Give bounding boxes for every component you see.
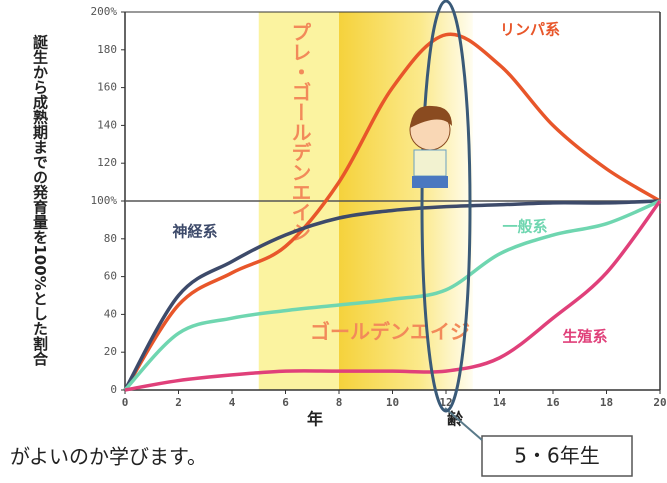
x-tick-label: 20 [653,396,666,409]
x-tick-label: 4 [229,396,236,409]
badge-box [481,435,633,477]
x-tick-label: 8 [336,396,343,409]
band-label: プレ・ゴールデンエイジ [288,22,312,242]
series-line [123,199,661,392]
y-tick-label: 100% [91,194,118,207]
x-axis-label: 年齢 [307,410,587,429]
x-tick-label: 6 [282,396,289,409]
series-label: 生殖系 [562,328,607,346]
y-tick-label: 180 [97,43,117,56]
y-tick-label: 120 [97,156,117,169]
x-tick-label: 0 [122,396,129,409]
series-line [123,32,661,391]
y-tick-label: 200% [91,5,118,18]
child-legs [412,176,448,188]
series-label: リンパ系 [500,21,560,39]
y-tick-label: 40 [104,307,117,320]
y-tick-label: 20 [104,345,117,358]
y-tick-label: 0 [110,383,117,396]
x-tick-label: 2 [175,396,182,409]
y-axis-label: 誕生から成熟期までの発育量を100%とした割合 [31,34,49,367]
x-tick-label: 16 [546,396,560,409]
y-tick-label: 160 [97,81,117,94]
series-label: 一般系 [502,218,547,236]
series-line [124,199,662,392]
highlight-ellipse [420,0,472,413]
band-label: ゴールデンエイジ [310,320,470,344]
y-tick-label: 80 [104,232,117,245]
badge: 5・6年生 [514,444,599,468]
x-tick-label: 12 [439,396,452,409]
x-tick-label: 18 [600,396,613,409]
pointer [444,407,483,441]
caption: がよいのか学びます。 [10,445,207,469]
y-tick-label: 60 [104,270,117,283]
child-hair [410,105,452,128]
y-tick-label: 140 [97,118,117,131]
series-line [123,199,661,391]
x-tick-label: 14 [493,396,507,409]
x-tick-label: 10 [386,396,399,409]
child-body [413,149,447,177]
series-label: 神経系 [172,223,217,241]
child-illustration [409,105,452,188]
